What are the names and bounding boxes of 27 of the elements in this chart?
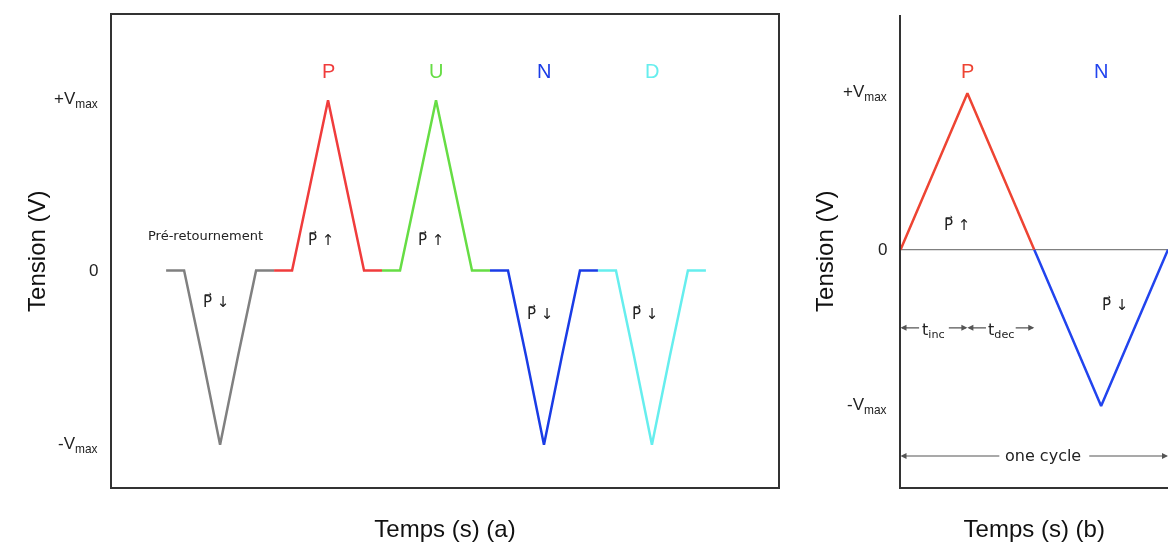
annotation: Pré-retournement [148, 228, 264, 243]
text: 0 [878, 240, 888, 259]
annotation: P⃗ ↑ [944, 215, 971, 234]
annotation: P⃗ ↓ [203, 292, 230, 311]
annotation: P⃗ ↓ [632, 304, 659, 323]
annotation: t$_{inc}$ [922, 320, 945, 342]
series-label: P [961, 60, 975, 82]
text: +V$_{max}$ [54, 89, 98, 111]
text: -V$_{max}$ [847, 395, 887, 417]
text: one cycle [1005, 446, 1082, 465]
annotation: P⃗ ↓ [1102, 295, 1129, 314]
series-label: P [322, 60, 336, 82]
y-axis-title: Tension (V) [22, 190, 50, 312]
annotation: P⃗ ↑ [418, 230, 445, 249]
annotation: P⃗ ↑ [308, 230, 335, 249]
text: N [537, 60, 552, 82]
text: D [645, 60, 660, 82]
annotation: P⃗ ↓ [527, 304, 554, 323]
x-axis-title: Temps (s) (b) [963, 515, 1105, 542]
text: 0 [89, 261, 99, 280]
annotation: t$_{dec}$ [988, 320, 1015, 342]
series-label: U [429, 60, 444, 82]
text: -V$_{max}$ [58, 434, 98, 456]
x-axis-title: Temps (s) (a) [374, 515, 516, 542]
text: +V$_{max}$ [843, 82, 887, 104]
text: N [1094, 60, 1109, 82]
y-axis-title: Tension (V) [811, 190, 839, 312]
